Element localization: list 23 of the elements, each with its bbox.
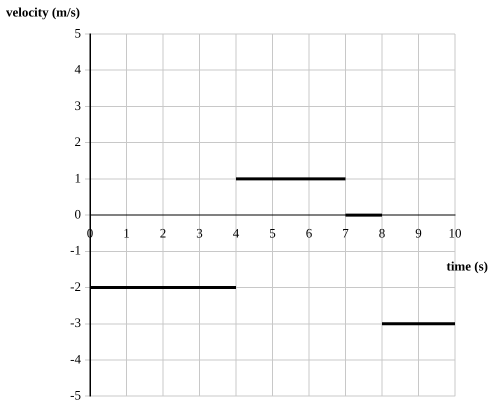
y-tick-label: -5 (70, 388, 81, 403)
x-tick-label: 6 (306, 225, 313, 240)
y-tick-label: -1 (70, 242, 81, 258)
x-axis-title: time (s) (446, 258, 488, 274)
x-tick-label: 10 (448, 225, 462, 240)
x-tick-label: 8 (378, 225, 386, 240)
y-tick-label: 5 (74, 25, 81, 40)
y-tick-label: 3 (74, 98, 81, 113)
y-tick-label: 0 (74, 206, 81, 222)
x-tick-label: 9 (415, 225, 422, 240)
x-tick-label: 4 (232, 225, 240, 240)
y-tick-label: 4 (74, 62, 82, 77)
y-axis-title: velocity (m/s) (6, 4, 80, 20)
y-tick-label: -2 (70, 278, 81, 294)
x-tick-label: 2 (160, 225, 166, 240)
y-tick-label: 1 (74, 170, 81, 186)
y-tick-label: 2 (74, 134, 81, 150)
y-tick-label: -3 (70, 315, 81, 330)
x-tick-label: 3 (196, 225, 203, 240)
x-tick-label: 1 (123, 225, 130, 240)
y-tick-label: -4 (70, 351, 82, 366)
x-tick-label: 5 (269, 225, 276, 240)
x-tick-label: 7 (342, 225, 350, 240)
